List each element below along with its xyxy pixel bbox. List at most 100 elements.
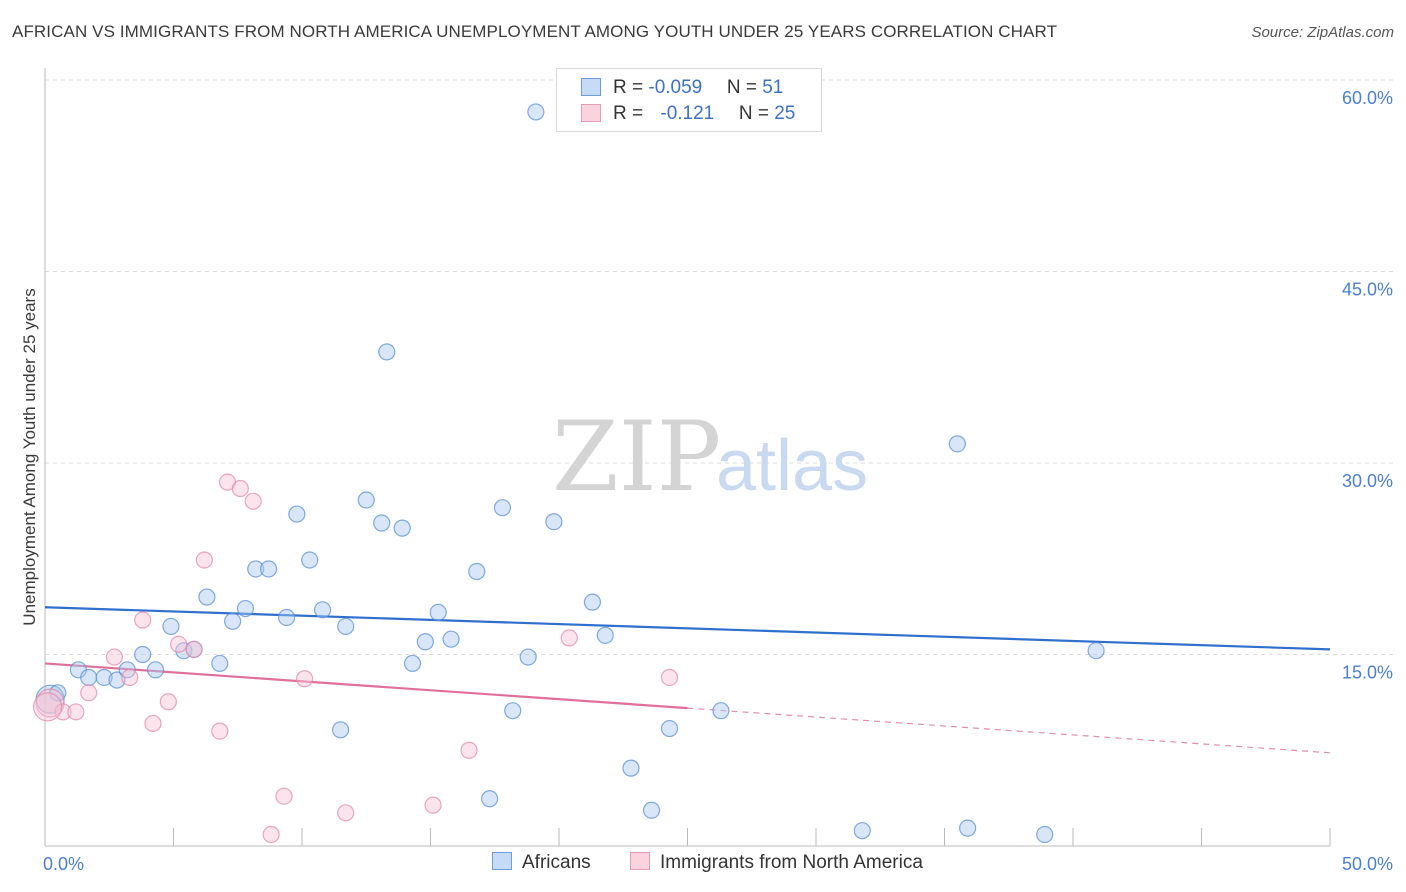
correlation-legend: R = -0.059 N = 51 R = -0.121 N = 25	[556, 68, 822, 132]
x-tick-label: 0.0%	[43, 854, 84, 874]
point-africans	[416, 633, 434, 651]
point-africans	[545, 513, 563, 531]
point-africans	[247, 560, 265, 578]
legend-n-value: 51	[762, 77, 784, 98]
trendline	[44, 662, 688, 710]
point-africans	[331, 721, 350, 739]
point-africans	[146, 661, 165, 679]
bottom-legend-immigrants: Immigrants from North America	[630, 852, 923, 874]
bottom-legend-africans: Africans	[492, 852, 591, 874]
point-africans	[504, 702, 522, 720]
point-africans	[108, 671, 126, 689]
x-tick-label: 50.0%	[1342, 854, 1393, 874]
point-immigrants	[54, 703, 72, 721]
point-africans	[481, 790, 499, 808]
point-africans	[378, 343, 396, 361]
point-africans	[198, 588, 216, 606]
point-immigrants	[159, 693, 177, 711]
point-africans	[80, 668, 98, 687]
point-immigrants	[32, 692, 63, 722]
point-immigrants	[144, 714, 162, 733]
chart-title: AFRICAN VS IMMIGRANTS FROM NORTH AMERICA…	[12, 22, 1058, 41]
point-immigrants	[244, 492, 262, 510]
point-africans	[224, 612, 242, 630]
point-africans	[660, 719, 679, 738]
point-immigrants	[460, 741, 478, 759]
trendline	[44, 606, 1331, 651]
point-africans	[1087, 642, 1105, 660]
point-africans	[211, 654, 229, 673]
point-immigrants	[275, 787, 293, 805]
legend-r-value: -0.059	[648, 77, 703, 98]
point-africans	[442, 630, 460, 648]
point-africans	[712, 702, 730, 720]
legend-n-value: 25	[774, 103, 796, 124]
point-immigrants	[262, 825, 280, 844]
source-label: Source: ZipAtlas.com	[1251, 24, 1394, 41]
point-africans	[959, 819, 977, 837]
point-africans	[277, 608, 296, 627]
point-africans	[468, 562, 486, 581]
point-africans	[288, 505, 306, 523]
legend-n-label: N =	[738, 103, 775, 124]
watermark-zip: ZIP	[552, 401, 721, 513]
point-africans	[134, 645, 152, 664]
point-immigrants	[105, 648, 123, 666]
point-africans	[337, 617, 355, 636]
point-africans	[622, 759, 640, 777]
point-africans	[527, 103, 545, 121]
point-africans	[519, 648, 537, 666]
y-tick-label: 45.0%	[1342, 280, 1393, 300]
point-africans	[236, 599, 255, 618]
point-africans	[357, 491, 375, 509]
point-africans	[948, 435, 966, 453]
legend-swatch-africans	[581, 78, 601, 96]
point-africans	[373, 514, 391, 532]
legend-swatch-immigrants	[581, 104, 601, 122]
point-africans	[583, 593, 602, 611]
trendlines	[44, 606, 1331, 754]
y-tick-label: 15.0%	[1342, 663, 1393, 683]
tick-labels: 15.0% 30.0% 45.0% 60.0% 0.0% 50.0%	[43, 88, 1393, 874]
point-immigrants	[424, 796, 442, 814]
point-immigrants	[134, 611, 152, 629]
point-immigrants	[295, 670, 314, 688]
point-africans	[642, 801, 661, 819]
y-tick-label: 30.0%	[1342, 471, 1393, 491]
point-immigrants	[337, 804, 355, 822]
point-immigrants	[195, 551, 213, 569]
point-africans	[393, 519, 411, 537]
point-immigrants	[660, 668, 679, 687]
point-africans	[313, 601, 332, 619]
bottom-legend-label-immigrants: Immigrants from North America	[660, 852, 923, 873]
point-africans	[403, 654, 422, 673]
point-africans	[301, 551, 319, 569]
bottom-legend-swatch-immigrants	[630, 852, 650, 870]
point-immigrants	[185, 640, 203, 658]
watermark: ZIP atlas	[552, 401, 868, 513]
y-tick-label: 60.0%	[1342, 88, 1393, 108]
point-immigrants	[560, 629, 578, 647]
legend-r-label: R =	[613, 77, 649, 98]
point-africans	[259, 560, 278, 578]
trendline-extension	[687, 707, 1331, 754]
legend-n-label: N =	[726, 77, 763, 98]
point-africans	[95, 668, 113, 687]
point-immigrants	[121, 668, 139, 687]
bottom-legend-label-africans: Africans	[522, 852, 591, 873]
point-africans	[162, 617, 180, 636]
point-africans	[1036, 825, 1054, 844]
bottom-legend-swatch-africans	[492, 852, 512, 870]
point-immigrants	[80, 684, 98, 702]
point-immigrants	[231, 479, 249, 498]
point-immigrants	[67, 703, 85, 721]
point-immigrants	[170, 635, 188, 653]
point-immigrants	[211, 722, 229, 740]
point-africans	[853, 822, 871, 840]
point-africans	[596, 626, 614, 644]
point-africans	[429, 603, 447, 621]
legend-r-label: R =	[613, 103, 649, 124]
watermark-atlas: atlas	[716, 426, 868, 506]
legend-r-value: -0.121	[660, 103, 715, 124]
